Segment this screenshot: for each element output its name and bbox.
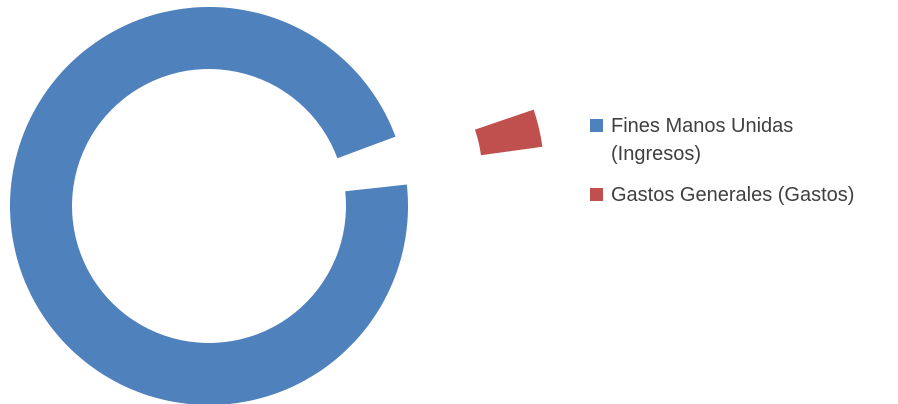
legend-swatch-gastos [590, 188, 603, 201]
legend-swatch-ingresos [590, 119, 603, 132]
slice-gastos-generales [474, 109, 543, 156]
legend-label-gastos: Gastos Generales (Gastos) [611, 184, 855, 206]
chart-legend: Fines Manos Unidas (Ingresos) Gastos Gen… [590, 112, 895, 222]
legend-item-gastos: Gastos Generales (Gastos) [590, 181, 895, 209]
legend-item-ingresos: Fines Manos Unidas (Ingresos) [590, 112, 895, 168]
slice-fines-manos-unidas [10, 7, 408, 404]
legend-label-ingresos: Fines Manos Unidas (Ingresos) [611, 115, 794, 165]
